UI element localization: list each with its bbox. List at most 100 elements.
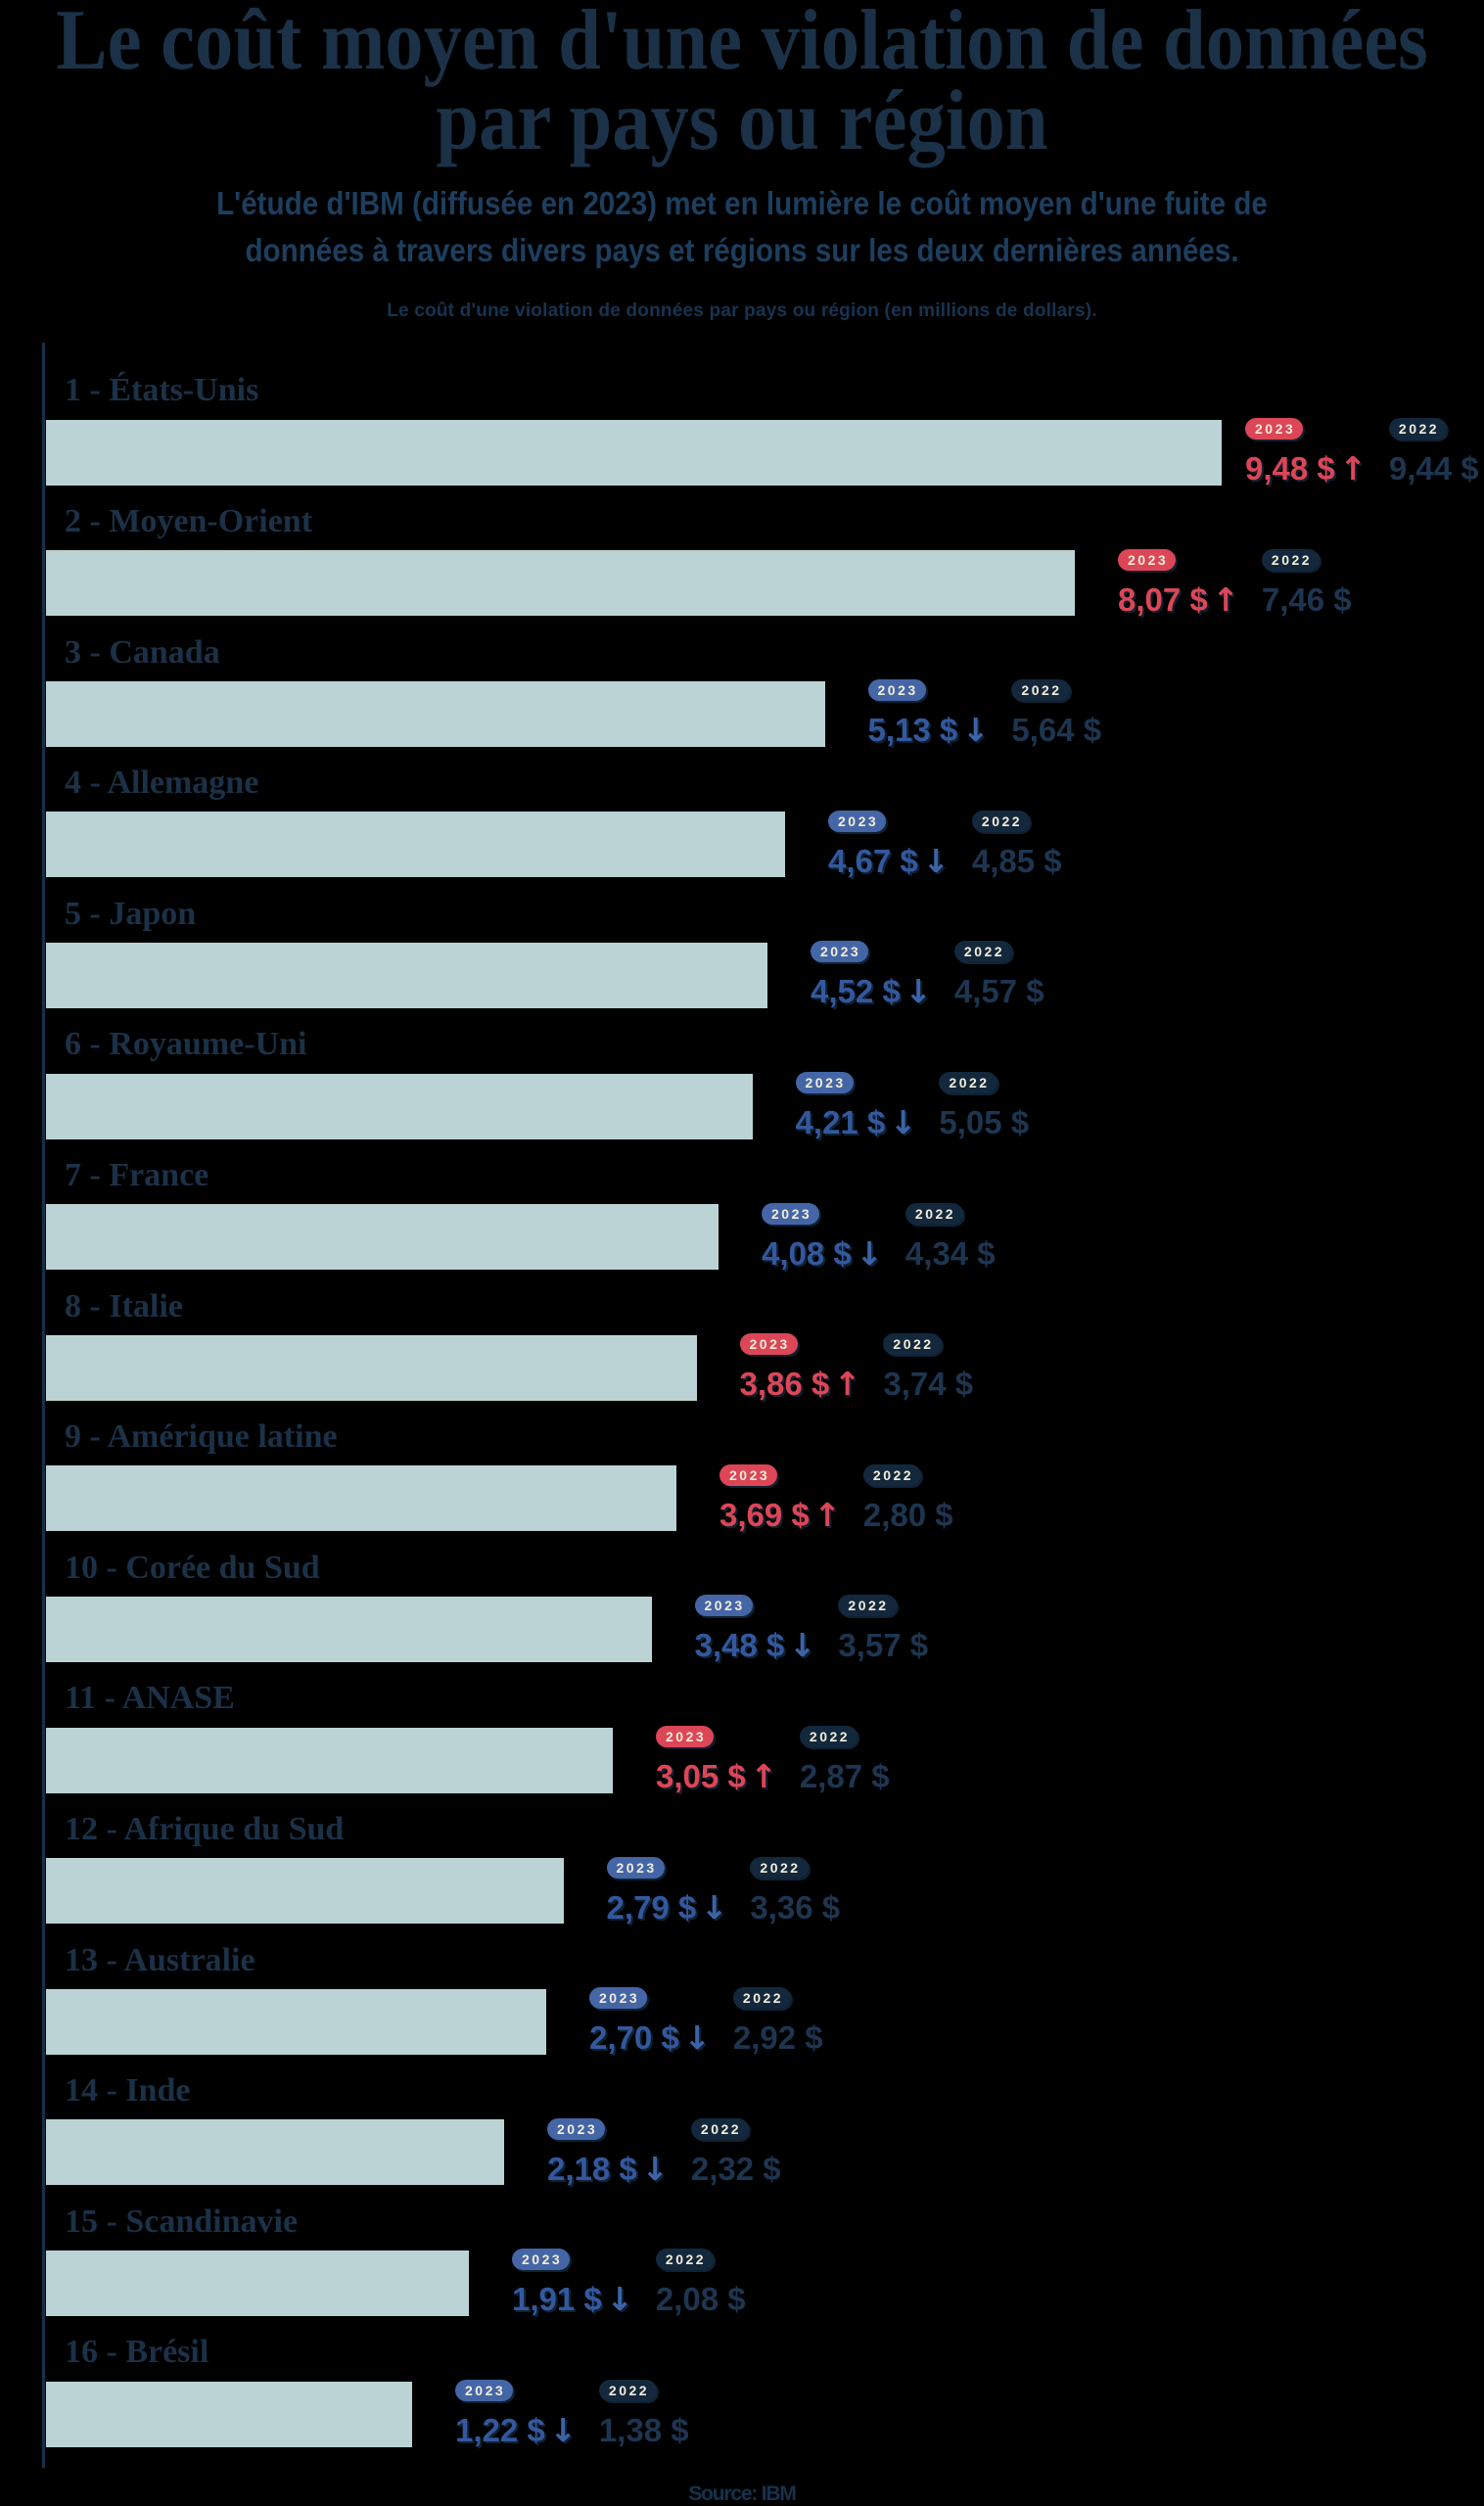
- value-2022: 5,05 $: [939, 1104, 1030, 1140]
- trend-down-icon: ↓: [904, 972, 932, 1011]
- value-group: 2023 9,48 $ ↑ 2022 9,44 $: [1245, 418, 1479, 485]
- badge-2022: 2022: [1011, 679, 1070, 702]
- value-2023: 4,67 $ ↓: [828, 841, 950, 880]
- badge-2023: 2023: [739, 1333, 798, 1356]
- value-2023: 4,08 $ ↓: [762, 1233, 883, 1273]
- bar-2023: [45, 1204, 719, 1271]
- value-group: 2023 5,13 $ ↓ 2022 5,64 $: [867, 679, 1101, 750]
- row-label: 4 - Allemagne: [65, 765, 259, 802]
- value-2023: 5,13 $ ↓: [867, 711, 990, 750]
- row-label: 7 - France: [65, 1156, 209, 1193]
- badge-2023: 2023: [656, 1726, 715, 1747]
- trend-up-icon: ↑: [1212, 580, 1239, 619]
- value-2023: 2,70 $ ↓: [589, 2019, 711, 2058]
- badge-2022: 2022: [690, 2117, 750, 2140]
- row-label: 5 - Japon: [65, 895, 197, 932]
- trend-down-icon: ↓: [922, 841, 950, 880]
- trend-up-icon: ↑: [833, 1365, 861, 1404]
- badge-2023: 2023: [795, 1072, 854, 1093]
- bar-2023: [45, 1727, 613, 1793]
- badge-2023: 2023: [589, 1987, 648, 2010]
- value-2023: 8,07 $ ↑: [1118, 580, 1239, 619]
- bar-2023: [45, 2119, 504, 2186]
- y-axis-line: [42, 343, 46, 2468]
- row-label: 15 - Scandinavie: [65, 2203, 299, 2240]
- value-2023: 9,48 $ ↑: [1245, 449, 1367, 487]
- value-group: 2023 2,70 $ ↓ 2022 2,92 $: [589, 1987, 823, 2054]
- value-group: 2023 3,86 $ ↑ 2022 3,74 $: [739, 1333, 974, 1404]
- value-2022: 2,08 $: [655, 2281, 746, 2318]
- trend-down-icon: ↓: [606, 2280, 633, 2319]
- row-label: 9 - Amérique latine: [65, 1418, 338, 1456]
- badge-2023: 2023: [455, 2380, 514, 2401]
- badge-2022: 2022: [1388, 418, 1448, 440]
- value-2022: 2,92 $: [732, 2019, 823, 2057]
- badge-2023: 2023: [828, 810, 887, 832]
- bar-2023: [45, 419, 1222, 486]
- bar-2023: [45, 1334, 697, 1401]
- bar-2023: [45, 2250, 469, 2316]
- value-2022: 3,36 $: [750, 1888, 841, 1926]
- value-group: 2023 4,67 $ ↓ 2022 4,85 $: [828, 810, 1062, 880]
- value-2022: 4,34 $: [904, 1234, 996, 1272]
- trend-down-icon: ↓: [549, 2411, 577, 2449]
- trend-down-icon: ↓: [641, 2149, 669, 2188]
- badge-2022: 2022: [750, 1856, 809, 1879]
- value-2022: 3,74 $: [883, 1366, 974, 1403]
- row-label: 3 - Canada: [65, 633, 220, 671]
- bar-2023: [45, 812, 785, 878]
- row-label: 11 - ANASE: [65, 1680, 235, 1717]
- badge-2022: 2022: [939, 1072, 997, 1093]
- trend-up-icon: ↑: [1339, 449, 1367, 487]
- row-label: 12 - Afrique du Sud: [65, 1810, 345, 1847]
- bar-2023: [45, 1073, 753, 1139]
- badge-2022: 2022: [862, 1463, 922, 1486]
- value-group: 2023 4,52 $ ↓ 2022 4,57 $: [811, 941, 1044, 1007]
- value-group: 2023 2,79 $ ↓ 2022 3,36 $: [606, 1856, 841, 1926]
- badge-2023: 2023: [606, 1856, 665, 1879]
- value-2022: 1,38 $: [598, 2412, 689, 2448]
- trend-down-icon: ↓: [700, 1887, 728, 1926]
- bar-2023: [45, 1596, 652, 1662]
- bar-2023: [45, 1988, 546, 2055]
- row-label: 13 - Australie: [65, 1941, 255, 1978]
- badge-2022: 2022: [732, 1987, 792, 2010]
- value-2023: 3,86 $ ↑: [739, 1365, 861, 1404]
- value-2022: 4,85 $: [971, 842, 1062, 879]
- value-2023: 3,69 $ ↑: [719, 1495, 841, 1534]
- value-2023: 3,05 $ ↑: [656, 1757, 777, 1795]
- value-2023: 1,22 $ ↓: [455, 2411, 577, 2449]
- row-label: 16 - Brésil: [65, 2334, 209, 2371]
- badge-2023: 2023: [512, 2249, 571, 2271]
- badge-2022: 2022: [838, 1595, 897, 1617]
- value-2022: 2,32 $: [690, 2150, 781, 2187]
- value-2022: 9,44 $: [1388, 450, 1479, 487]
- bar-2023: [45, 1465, 676, 1532]
- value-group: 2023 8,07 $ ↑ 2022 7,46 $: [1118, 548, 1352, 619]
- bar-2023: [45, 942, 767, 1008]
- value-group: 2023 4,21 $ ↓ 2022 5,05 $: [795, 1072, 1030, 1141]
- badge-2022: 2022: [904, 1202, 964, 1225]
- value-group: 2023 4,08 $ ↓ 2022 4,34 $: [762, 1202, 996, 1273]
- badge-2022: 2022: [971, 810, 1031, 832]
- value-2023: 4,52 $ ↓: [811, 972, 932, 1011]
- page-title: Le coût moyen d'une violation de données…: [56, 0, 1428, 168]
- trend-up-icon: ↑: [813, 1495, 841, 1534]
- subtitle: L'étude d'IBM (diffusée en 2023) met en …: [216, 185, 1268, 268]
- value-group: 2023 3,69 $ ↑ 2022 2,80 $: [719, 1463, 953, 1534]
- row-label: 14 - Inde: [65, 2072, 191, 2110]
- value-2023: 2,18 $ ↓: [547, 2149, 669, 2188]
- value-2023: 3,48 $ ↓: [694, 1626, 816, 1665]
- row-label: 1 - États-Unis: [65, 372, 259, 409]
- value-2022: 2,80 $: [862, 1496, 953, 1533]
- row-label: 8 - Italie: [65, 1287, 183, 1324]
- trend-up-icon: ↑: [750, 1757, 777, 1795]
- badge-2023: 2023: [719, 1463, 778, 1486]
- badge-2023: 2023: [1245, 418, 1304, 440]
- value-group: 2023 1,22 $ ↓ 2022 1,38 $: [455, 2380, 689, 2446]
- badge-2023: 2023: [811, 941, 869, 963]
- bar-2023: [45, 2381, 412, 2447]
- trend-down-icon: ↓: [889, 1103, 917, 1141]
- badge-2022: 2022: [655, 2249, 715, 2271]
- badge-2023: 2023: [547, 2117, 606, 2140]
